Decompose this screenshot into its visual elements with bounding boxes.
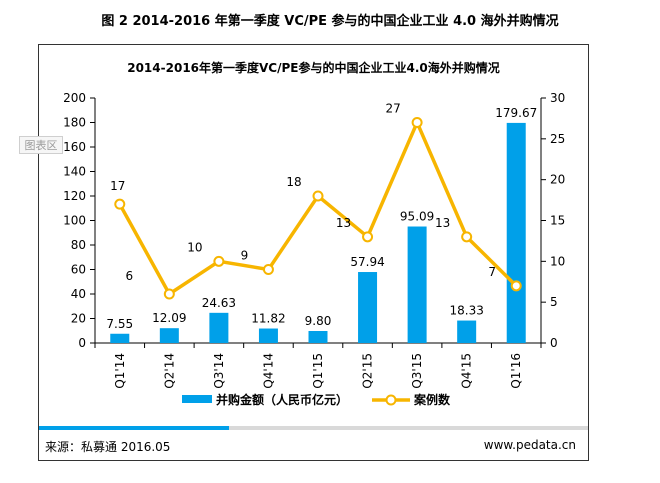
- bar[interactable]: [506, 122, 526, 343]
- x-tick-label: Q1'16: [509, 353, 523, 389]
- bar[interactable]: [457, 320, 477, 343]
- line-point[interactable]: [163, 288, 175, 300]
- series-line: [118, 120, 518, 296]
- line-point[interactable]: [510, 280, 522, 292]
- chart-area-badge[interactable]: 图表区: [19, 136, 63, 154]
- line-data-label: 18: [286, 175, 301, 189]
- x-tick-label: Q2'15: [361, 353, 375, 389]
- line-point[interactable]: [461, 231, 473, 243]
- bar[interactable]: [258, 328, 278, 343]
- y-left-tick-label: 180: [63, 116, 86, 130]
- y-right-tick-label: 30: [550, 91, 565, 105]
- legend-bar-label: 并购金额（人民币亿元）: [216, 392, 348, 407]
- line-data-label: 10: [187, 240, 202, 254]
- footer-accent-bar: [39, 426, 229, 430]
- chart-frame: 2014-2016年第一季度VC/PE参与的中国企业工业4.0海外并购情况: [38, 44, 589, 461]
- bar[interactable]: [209, 312, 229, 343]
- bar-data-label: 11.82: [251, 312, 285, 326]
- x-tick-label: Q2'14: [162, 353, 176, 389]
- y-left-tick-label: 160: [63, 140, 86, 154]
- legend-line-marker: [385, 394, 397, 406]
- y-left-tick-label: 20: [71, 312, 86, 326]
- bar-data-label: 24.63: [202, 296, 236, 310]
- y-left-tick-label: 200: [63, 91, 86, 105]
- bar[interactable]: [407, 226, 427, 343]
- line-point[interactable]: [312, 190, 324, 202]
- chart-title: 2014-2016年第一季度VC/PE参与的中国企业工业4.0海外并购情况: [127, 61, 500, 75]
- y-right-tick-label: 15: [550, 214, 565, 228]
- source-note: 来源：私募通 2016.05: [45, 440, 171, 454]
- y-left-tick-label: 140: [63, 165, 86, 179]
- bar[interactable]: [308, 330, 328, 343]
- line-data-label: 27: [385, 102, 400, 116]
- bar[interactable]: [159, 328, 179, 343]
- bar-data-label: 9.80: [305, 314, 332, 328]
- site-url: www.pedata.cn: [483, 438, 576, 452]
- x-tick-label: Q3'15: [410, 353, 424, 389]
- legend-line-label: 案例数: [413, 392, 451, 407]
- y-left-tick-label: 40: [71, 287, 86, 301]
- bar-data-label: 18.33: [449, 304, 483, 318]
- y-right-tick-label: 5: [550, 295, 558, 309]
- line-data-label: 17: [110, 179, 125, 193]
- line-data-label: 9: [241, 249, 249, 263]
- line-point[interactable]: [411, 117, 423, 128]
- x-tick-label: Q4'14: [261, 353, 275, 389]
- y-left-tick-label: 60: [71, 263, 86, 277]
- footer-divider-bar: [229, 426, 588, 430]
- y-left-tick-label: 120: [63, 189, 86, 203]
- y-left-tick-label: 80: [71, 238, 86, 252]
- line-point[interactable]: [262, 264, 274, 275]
- line-data-label: 6: [126, 269, 134, 283]
- y-right-tick-label: 10: [550, 254, 565, 268]
- line-point[interactable]: [213, 255, 225, 267]
- legend-bar-swatch: [182, 395, 212, 403]
- bar-data-label: 12.09: [152, 311, 186, 325]
- line-data-label: 13: [435, 216, 450, 230]
- x-tick-label: Q3'14: [212, 353, 226, 389]
- bar-data-label: 179.67: [495, 106, 537, 120]
- line-point[interactable]: [114, 198, 126, 210]
- bar[interactable]: [110, 333, 130, 343]
- y-left-tick-label: 100: [63, 214, 86, 228]
- bar-data-label: 7.55: [106, 317, 133, 331]
- y-right-tick-label: 0: [550, 336, 558, 350]
- bar[interactable]: [358, 272, 378, 343]
- x-tick-label: Q4'15: [460, 353, 474, 389]
- x-tick-label: Q1'15: [311, 353, 325, 389]
- line-point[interactable]: [362, 231, 374, 243]
- line-data-label: 7: [488, 265, 496, 279]
- line-data-label: 13: [336, 216, 351, 230]
- y-right-tick-label: 25: [550, 132, 565, 146]
- bar-data-label: 95.09: [400, 210, 434, 224]
- y-left-tick-label: 0: [78, 336, 86, 350]
- bar-data-label: 57.94: [350, 255, 384, 269]
- x-tick-label: Q1'14: [113, 353, 127, 389]
- figure-title: 图 2 2014-2016 年第一季度 VC/PE 参与的中国企业工业 4.0 …: [101, 14, 559, 29]
- y-right-tick-label: 20: [550, 173, 565, 187]
